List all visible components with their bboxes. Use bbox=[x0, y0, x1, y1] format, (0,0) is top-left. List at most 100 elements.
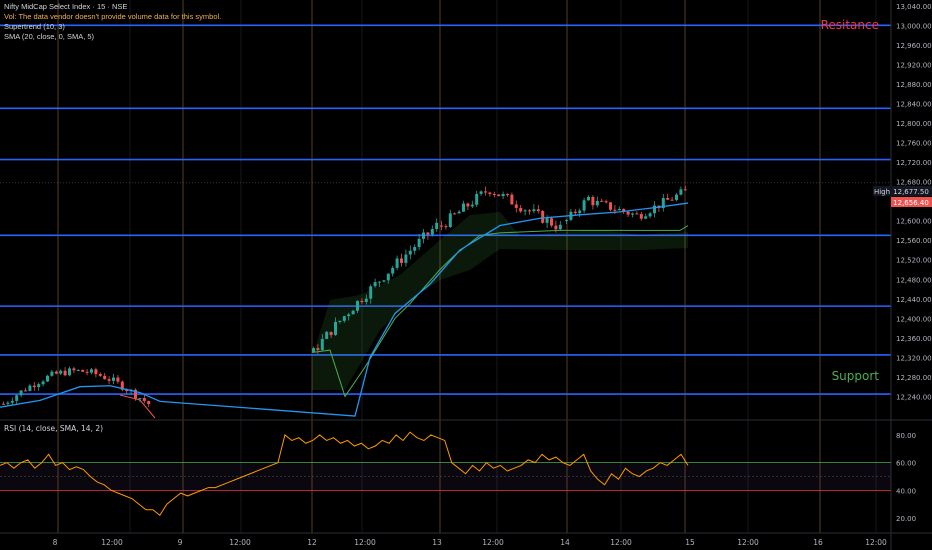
symbol-title[interactable]: Nifty MidCap Select Index · 15 · NSE bbox=[4, 2, 128, 11]
candle-body bbox=[347, 314, 351, 317]
candle-body bbox=[666, 198, 670, 200]
candle-body bbox=[506, 193, 509, 195]
rsi-axis[interactable]: 80.00 60.00 40.00 20.00 bbox=[896, 432, 916, 523]
candle-body bbox=[404, 254, 408, 263]
candle-body bbox=[28, 385, 32, 391]
candle-body bbox=[342, 316, 346, 321]
candle-body bbox=[519, 207, 523, 212]
rsi-pane bbox=[0, 431, 891, 517]
candle-body bbox=[386, 273, 390, 281]
candle-body bbox=[573, 211, 577, 214]
price-tick: 12,520.00 bbox=[896, 257, 932, 265]
candle-body bbox=[338, 320, 342, 322]
rsi-tick: 20.00 bbox=[896, 515, 916, 523]
candle-body bbox=[59, 370, 63, 374]
candle-body bbox=[329, 331, 333, 336]
candle-body bbox=[320, 338, 324, 350]
price-tick: 12,880.00 bbox=[896, 81, 932, 89]
rsi-legend[interactable]: RSI (14, close, SMA, 14, 2) bbox=[4, 424, 103, 433]
candle-body bbox=[675, 194, 678, 200]
candle-body bbox=[644, 216, 648, 219]
candle-body bbox=[514, 204, 518, 208]
candle-body bbox=[497, 194, 501, 197]
candle-body bbox=[484, 191, 487, 193]
supertrend-fill bbox=[312, 212, 688, 390]
candle-body bbox=[54, 371, 58, 374]
candle-body bbox=[103, 375, 107, 380]
sma-legend[interactable]: SMA (20, close, 0, SMA, 5) bbox=[4, 32, 95, 41]
candle-body bbox=[41, 381, 45, 385]
price-tick: 12,800.00 bbox=[896, 120, 932, 128]
candle-body bbox=[470, 204, 474, 207]
price-tick: 13,000.00 bbox=[896, 22, 932, 30]
candle-body bbox=[479, 191, 483, 194]
candle-body bbox=[444, 226, 448, 228]
candlesticks bbox=[2, 186, 687, 408]
candle-body bbox=[2, 403, 5, 405]
candle-body bbox=[90, 369, 93, 373]
candle-body bbox=[639, 213, 643, 219]
candle-body bbox=[430, 229, 434, 235]
last-price-badge: 12,656.40 bbox=[891, 197, 932, 207]
price-tick: 12,360.00 bbox=[896, 335, 932, 343]
time-axis[interactable]: 8 12:00 9 12:00 12 12:00 13 12:00 14 12:00 15 12:00… bbox=[53, 538, 887, 547]
candle-body bbox=[435, 222, 439, 230]
price-tick: 12,600.00 bbox=[896, 218, 932, 226]
candle-body bbox=[334, 321, 337, 336]
candle-body bbox=[391, 267, 395, 274]
candle-body bbox=[631, 213, 634, 215]
candle-body bbox=[528, 210, 531, 212]
candle-body bbox=[600, 200, 604, 202]
candle-body bbox=[679, 189, 683, 195]
rsi-tick: 60.00 bbox=[896, 460, 916, 468]
candle-body bbox=[587, 197, 590, 201]
candle-body bbox=[142, 398, 146, 402]
candle-body bbox=[426, 232, 430, 235]
candle-body bbox=[382, 280, 386, 282]
candle-body bbox=[138, 398, 142, 400]
candle-body bbox=[325, 331, 329, 339]
candle-body bbox=[462, 203, 465, 212]
price-tick: 12,400.00 bbox=[896, 315, 932, 323]
candle-body bbox=[413, 247, 417, 251]
candle-body bbox=[316, 348, 320, 350]
candle-body bbox=[112, 377, 115, 381]
candle-body bbox=[24, 390, 27, 392]
candle-body bbox=[591, 197, 595, 206]
time-tick: 12:00 bbox=[354, 538, 376, 547]
price-tick: 12,760.00 bbox=[896, 140, 932, 148]
time-tick: 16 bbox=[813, 538, 823, 547]
horizontal-levels bbox=[0, 24, 891, 395]
candle-body bbox=[373, 282, 377, 287]
candle-body bbox=[457, 211, 461, 214]
price-tick: 12,720.00 bbox=[896, 159, 932, 167]
time-tick: 15 bbox=[685, 538, 695, 547]
volume-note: Vol: The data vendor doesn't provide vol… bbox=[4, 12, 222, 21]
time-tick: 12:00 bbox=[482, 538, 504, 547]
candle-body bbox=[536, 209, 540, 212]
supertrend-line-down bbox=[119, 394, 156, 419]
time-tick: 12:00 bbox=[610, 538, 632, 547]
price-tick: 12,240.00 bbox=[896, 393, 932, 401]
candle-body bbox=[613, 209, 617, 211]
candle-body bbox=[550, 218, 553, 226]
candle-body bbox=[558, 224, 562, 230]
price-tick: 12,280.00 bbox=[896, 374, 932, 382]
rsi-tick: 80.00 bbox=[896, 432, 916, 440]
candle-body bbox=[395, 258, 399, 268]
candle-body bbox=[68, 368, 71, 376]
candle-body bbox=[661, 198, 665, 209]
candle-body bbox=[466, 203, 470, 207]
candle-body bbox=[6, 402, 10, 404]
candle-body bbox=[565, 219, 568, 221]
time-tick: 9 bbox=[178, 538, 183, 547]
rsi-line bbox=[0, 431, 689, 517]
price-tick: 13,040.00 bbox=[896, 3, 932, 11]
supertrend-legend[interactable]: Supertrend (10, 3) bbox=[4, 22, 65, 31]
price-tick: 12,320.00 bbox=[896, 354, 932, 362]
candle-body bbox=[453, 213, 457, 215]
candle-body bbox=[635, 213, 639, 215]
candle-body bbox=[63, 370, 67, 376]
